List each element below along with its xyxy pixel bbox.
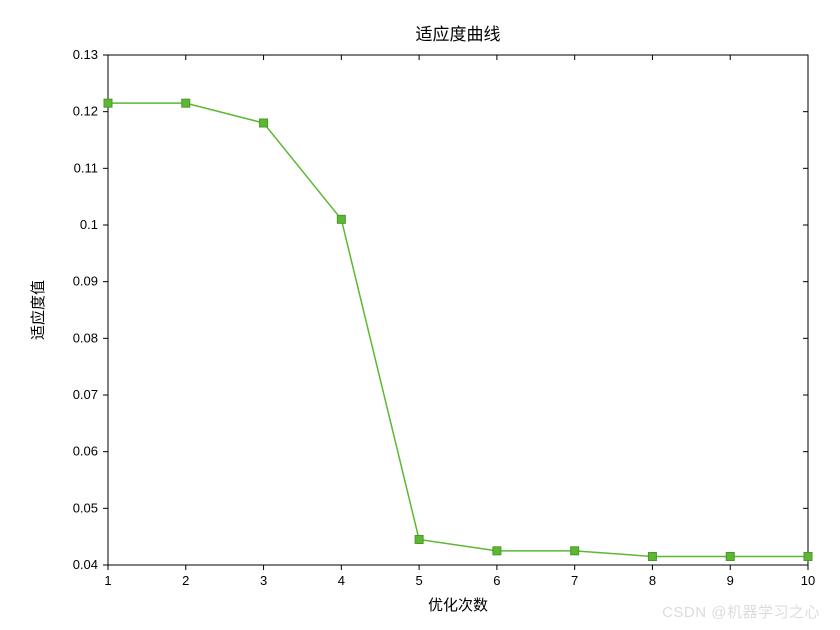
svg-text:6: 6 xyxy=(493,573,500,588)
svg-text:0.08: 0.08 xyxy=(73,330,98,345)
svg-text:8: 8 xyxy=(649,573,656,588)
svg-text:0.11: 0.11 xyxy=(74,160,98,175)
fitness-chart: 1 2 3 4 5 6 7 8 9 10 0.04 0.05 0.06 0.07 0.08 0.09 0.1 0.… xyxy=(0,0,840,630)
svg-text:0.04: 0.04 xyxy=(73,557,98,572)
watermark-text: CSDN @机器学习之心 xyxy=(662,601,820,622)
svg-text:3: 3 xyxy=(260,573,267,588)
svg-text:7: 7 xyxy=(571,573,578,588)
svg-text:优化次数: 优化次数 xyxy=(428,597,488,614)
svg-text:0.09: 0.09 xyxy=(73,274,98,289)
svg-text:1: 1 xyxy=(104,573,111,588)
svg-text:9: 9 xyxy=(727,573,734,588)
chart-container: 1 2 3 4 5 6 7 8 9 10 0.04 0.05 0.06 0.07 0.08 0.09 0.1 0.… xyxy=(0,0,840,630)
svg-text:5: 5 xyxy=(415,573,422,588)
svg-text:适应度曲线: 适应度曲线 xyxy=(416,25,501,44)
svg-text:10: 10 xyxy=(801,573,815,588)
svg-text:适应度值: 适应度值 xyxy=(29,280,47,340)
svg-text:0.07: 0.07 xyxy=(73,387,98,402)
svg-text:0.12: 0.12 xyxy=(73,104,98,119)
svg-text:4: 4 xyxy=(338,573,345,588)
svg-text:2: 2 xyxy=(182,573,189,588)
svg-text:0.06: 0.06 xyxy=(73,444,98,459)
svg-text:0.05: 0.05 xyxy=(73,500,98,515)
svg-text:0.1: 0.1 xyxy=(80,217,98,232)
svg-text:0.13: 0.13 xyxy=(73,47,98,62)
